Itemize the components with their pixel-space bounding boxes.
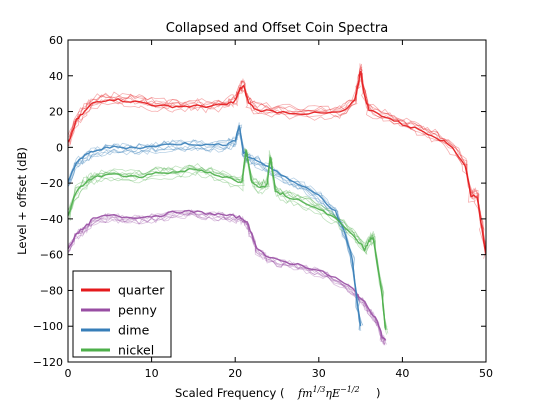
legend-label-quarter: quarter — [118, 283, 165, 298]
series-quarter-sample-trace — [68, 66, 486, 250]
y-tick-label: 20 — [49, 106, 63, 119]
chart-title: Collapsed and Offset Coin Spectra — [166, 21, 388, 36]
x-axis-label-suffix: ) — [376, 386, 381, 400]
x-tick-label: 40 — [395, 367, 409, 380]
series-penny-sample-trace — [68, 212, 387, 345]
x-axis: 0 10 20 30 40 50 — [65, 40, 493, 380]
series-dime-line — [68, 125, 362, 327]
series-layer — [68, 70, 486, 341]
series-quarter-sample-trace — [68, 63, 486, 250]
y-tick-label: −120 — [33, 356, 63, 369]
x-tick-label: 20 — [228, 367, 242, 380]
y-axis-label: Level + offset (dB) — [15, 147, 29, 255]
legend-label-dime: dime — [118, 323, 150, 338]
y-tick-label: 0 — [56, 141, 63, 154]
x-axis-label-math: fm1/3ηE−1/2 — [297, 385, 360, 400]
y-axis: 60 40 20 0 −20 −40 −60 −80 −100 −120 — [33, 34, 486, 369]
series-quarter-sample-trace — [68, 63, 486, 248]
series-dime-sample-trace — [68, 128, 362, 331]
series-nickel-line — [68, 149, 387, 330]
series-penny-sample-trace — [68, 212, 386, 345]
x-tick-label: 0 — [65, 367, 72, 380]
legend: quarter penny dime nickel — [72, 270, 172, 358]
y-tick-label: −20 — [40, 177, 63, 190]
series-quarter-sample-trace — [69, 72, 486, 254]
y-tick-label: 40 — [49, 70, 63, 83]
y-tick-label: −100 — [33, 320, 63, 333]
x-axis-label: Scaled Frequency ( fm1/3ηE−1/2 ) — [175, 385, 381, 400]
x-tick-label: 10 — [145, 367, 159, 380]
series-penny-sample-trace — [68, 212, 386, 346]
x-tick-label: 50 — [479, 367, 493, 380]
y-tick-label: −60 — [40, 249, 63, 262]
series-quarter-sample-trace — [68, 74, 486, 259]
series-dime-sample-trace — [68, 127, 361, 330]
y-tick-label: 60 — [49, 34, 63, 47]
legend-label-penny: penny — [118, 303, 157, 318]
series-quarter-line — [68, 70, 486, 255]
x-tick-label: 30 — [312, 367, 326, 380]
x-axis-label-prefix: Scaled Frequency ( — [175, 386, 284, 400]
y-tick-label: −80 — [40, 284, 63, 297]
series-nickel-sample-trace — [68, 157, 388, 335]
legend-label-nickel: nickel — [118, 343, 154, 358]
legend-box — [72, 270, 172, 358]
plot-frame — [67, 39, 487, 363]
series-penny-line — [68, 209, 387, 341]
y-tick-label: −40 — [40, 213, 63, 226]
series-nickel-sample-trace — [68, 150, 388, 328]
series-quarter-sample-trace — [68, 72, 486, 255]
series-quarter-sample-trace — [69, 68, 486, 251]
